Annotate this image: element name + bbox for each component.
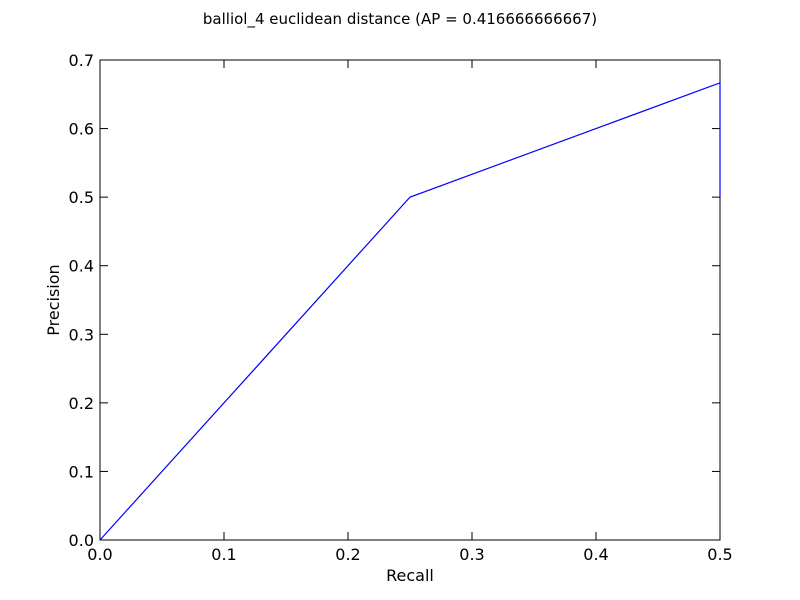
x-tick-label: 0.1 [211,545,236,564]
precision-recall-line [99,81,721,541]
x-tick-label: 0.5 [707,545,732,564]
x-tick-label: 0.0 [87,545,112,564]
y-tick-label: 0.1 [69,462,94,481]
series-layer [99,81,721,541]
y-axis-label: Precision [44,264,63,335]
x-tick-label: 0.3 [459,545,484,564]
x-axis-label: Recall [386,566,434,585]
x-tick-label: 0.2 [335,545,360,564]
plot-area-frame [99,59,721,541]
y-tick-label: 0.4 [69,257,94,276]
chart-title: balliol_4 euclidean distance (AP = 0.416… [203,10,597,29]
y-axis-ticks: 0.0 0.1 0.2 0.3 0.4 0.5 0.6 0.7 [69,51,720,550]
x-tick-label: 0.4 [583,545,608,564]
x-axis-ticks: 0.0 0.1 0.2 0.3 0.4 0.5 [87,60,733,564]
y-tick-label: 0.5 [69,188,94,207]
y-tick-label: 0.7 [69,51,94,70]
y-tick-label: 0.0 [69,531,94,550]
y-tick-label: 0.6 [69,120,94,139]
y-tick-label: 0.2 [69,394,94,413]
y-tick-label: 0.3 [69,325,94,344]
